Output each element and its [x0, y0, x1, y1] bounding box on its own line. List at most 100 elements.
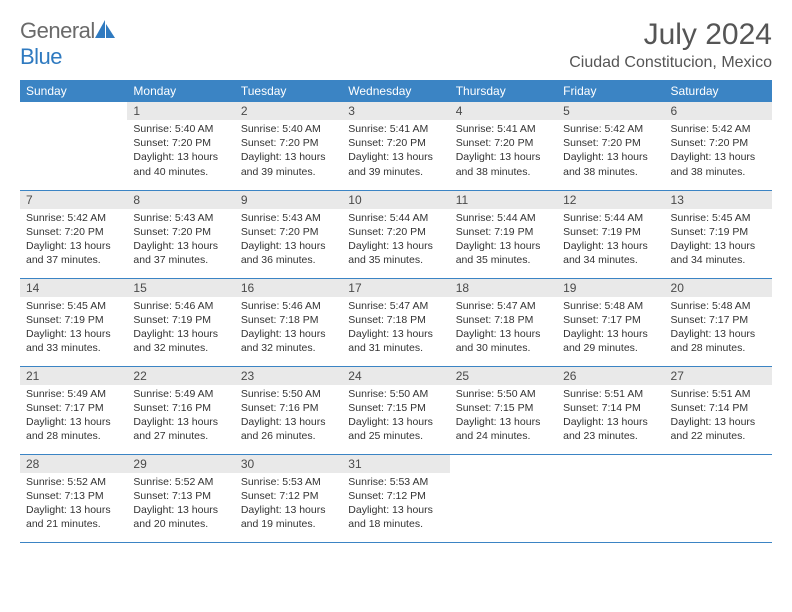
calendar-cell: 30Sunrise: 5:53 AMSunset: 7:12 PMDayligh…: [235, 454, 342, 542]
brand-part1: General: [20, 18, 95, 43]
day-info: Sunrise: 5:50 AMSunset: 7:15 PMDaylight:…: [450, 385, 557, 448]
calendar-cell: 1Sunrise: 5:40 AMSunset: 7:20 PMDaylight…: [127, 102, 234, 190]
weekday-header: Saturday: [665, 80, 772, 102]
day-info: Sunrise: 5:42 AMSunset: 7:20 PMDaylight:…: [557, 120, 664, 183]
day-number: 23: [235, 367, 342, 385]
calendar-cell: 4Sunrise: 5:41 AMSunset: 7:20 PMDaylight…: [450, 102, 557, 190]
calendar-cell: 24Sunrise: 5:50 AMSunset: 7:15 PMDayligh…: [342, 366, 449, 454]
day-number: 12: [557, 191, 664, 209]
day-info: Sunrise: 5:44 AMSunset: 7:20 PMDaylight:…: [342, 209, 449, 272]
weekday-header: Friday: [557, 80, 664, 102]
day-number: 3: [342, 102, 449, 120]
day-info: Sunrise: 5:50 AMSunset: 7:16 PMDaylight:…: [235, 385, 342, 448]
day-number: 10: [342, 191, 449, 209]
day-number: 20: [665, 279, 772, 297]
calendar-cell: 23Sunrise: 5:50 AMSunset: 7:16 PMDayligh…: [235, 366, 342, 454]
calendar-row: 14Sunrise: 5:45 AMSunset: 7:19 PMDayligh…: [20, 278, 772, 366]
calendar-page: GeneralBlue July 2024 Ciudad Constitucio…: [0, 0, 792, 561]
calendar-cell: 28Sunrise: 5:52 AMSunset: 7:13 PMDayligh…: [20, 454, 127, 542]
weekday-row: SundayMondayTuesdayWednesdayThursdayFrid…: [20, 80, 772, 102]
day-number: 25: [450, 367, 557, 385]
calendar-cell-empty: [20, 102, 127, 190]
day-number: 11: [450, 191, 557, 209]
weekday-header: Wednesday: [342, 80, 449, 102]
day-info: Sunrise: 5:46 AMSunset: 7:19 PMDaylight:…: [127, 297, 234, 360]
day-number: 22: [127, 367, 234, 385]
calendar-cell: 12Sunrise: 5:44 AMSunset: 7:19 PMDayligh…: [557, 190, 664, 278]
day-number: 17: [342, 279, 449, 297]
day-info: Sunrise: 5:51 AMSunset: 7:14 PMDaylight:…: [665, 385, 772, 448]
calendar-row: 28Sunrise: 5:52 AMSunset: 7:13 PMDayligh…: [20, 454, 772, 542]
weekday-header: Thursday: [450, 80, 557, 102]
brand-text: GeneralBlue: [20, 18, 115, 70]
day-number: 28: [20, 455, 127, 473]
calendar-row: 21Sunrise: 5:49 AMSunset: 7:17 PMDayligh…: [20, 366, 772, 454]
day-info: Sunrise: 5:49 AMSunset: 7:16 PMDaylight:…: [127, 385, 234, 448]
day-number: 2: [235, 102, 342, 120]
calendar-cell: 21Sunrise: 5:49 AMSunset: 7:17 PMDayligh…: [20, 366, 127, 454]
calendar-cell-empty: [665, 454, 772, 542]
calendar-cell: 17Sunrise: 5:47 AMSunset: 7:18 PMDayligh…: [342, 278, 449, 366]
day-info: Sunrise: 5:43 AMSunset: 7:20 PMDaylight:…: [235, 209, 342, 272]
day-info: Sunrise: 5:40 AMSunset: 7:20 PMDaylight:…: [127, 120, 234, 183]
day-number: 27: [665, 367, 772, 385]
day-info: Sunrise: 5:45 AMSunset: 7:19 PMDaylight:…: [20, 297, 127, 360]
calendar-cell: 14Sunrise: 5:45 AMSunset: 7:19 PMDayligh…: [20, 278, 127, 366]
day-info: Sunrise: 5:49 AMSunset: 7:17 PMDaylight:…: [20, 385, 127, 448]
day-number: 16: [235, 279, 342, 297]
day-number: 6: [665, 102, 772, 120]
month-title: July 2024: [569, 18, 772, 52]
day-info: Sunrise: 5:43 AMSunset: 7:20 PMDaylight:…: [127, 209, 234, 272]
calendar-cell: 16Sunrise: 5:46 AMSunset: 7:18 PMDayligh…: [235, 278, 342, 366]
calendar-cell: 20Sunrise: 5:48 AMSunset: 7:17 PMDayligh…: [665, 278, 772, 366]
calendar-cell: 15Sunrise: 5:46 AMSunset: 7:19 PMDayligh…: [127, 278, 234, 366]
calendar-cell: 11Sunrise: 5:44 AMSunset: 7:19 PMDayligh…: [450, 190, 557, 278]
location-text: Ciudad Constitucion, Mexico: [569, 54, 772, 72]
calendar-cell: 13Sunrise: 5:45 AMSunset: 7:19 PMDayligh…: [665, 190, 772, 278]
calendar-cell: 18Sunrise: 5:47 AMSunset: 7:18 PMDayligh…: [450, 278, 557, 366]
calendar-cell: 8Sunrise: 5:43 AMSunset: 7:20 PMDaylight…: [127, 190, 234, 278]
day-info: Sunrise: 5:45 AMSunset: 7:19 PMDaylight:…: [665, 209, 772, 272]
day-info: Sunrise: 5:41 AMSunset: 7:20 PMDaylight:…: [342, 120, 449, 183]
calendar-cell: 25Sunrise: 5:50 AMSunset: 7:15 PMDayligh…: [450, 366, 557, 454]
calendar-cell-empty: [450, 454, 557, 542]
day-info: Sunrise: 5:53 AMSunset: 7:12 PMDaylight:…: [235, 473, 342, 536]
day-number: 8: [127, 191, 234, 209]
calendar-body: 1Sunrise: 5:40 AMSunset: 7:20 PMDaylight…: [20, 102, 772, 542]
calendar-row: 1Sunrise: 5:40 AMSunset: 7:20 PMDaylight…: [20, 102, 772, 190]
brand-part2: Blue: [20, 44, 62, 69]
day-info: Sunrise: 5:41 AMSunset: 7:20 PMDaylight:…: [450, 120, 557, 183]
day-number: 1: [127, 102, 234, 120]
day-info: Sunrise: 5:52 AMSunset: 7:13 PMDaylight:…: [20, 473, 127, 536]
day-number: 24: [342, 367, 449, 385]
day-info: Sunrise: 5:44 AMSunset: 7:19 PMDaylight:…: [557, 209, 664, 272]
calendar-row: 7Sunrise: 5:42 AMSunset: 7:20 PMDaylight…: [20, 190, 772, 278]
day-info: Sunrise: 5:51 AMSunset: 7:14 PMDaylight:…: [557, 385, 664, 448]
day-info: Sunrise: 5:52 AMSunset: 7:13 PMDaylight:…: [127, 473, 234, 536]
calendar-cell: 5Sunrise: 5:42 AMSunset: 7:20 PMDaylight…: [557, 102, 664, 190]
day-number: 26: [557, 367, 664, 385]
calendar-cell: 26Sunrise: 5:51 AMSunset: 7:14 PMDayligh…: [557, 366, 664, 454]
day-number: 7: [20, 191, 127, 209]
calendar-cell: 2Sunrise: 5:40 AMSunset: 7:20 PMDaylight…: [235, 102, 342, 190]
calendar-cell: 31Sunrise: 5:53 AMSunset: 7:12 PMDayligh…: [342, 454, 449, 542]
calendar-cell: 29Sunrise: 5:52 AMSunset: 7:13 PMDayligh…: [127, 454, 234, 542]
day-number: 21: [20, 367, 127, 385]
day-number: 15: [127, 279, 234, 297]
calendar-cell: 10Sunrise: 5:44 AMSunset: 7:20 PMDayligh…: [342, 190, 449, 278]
calendar-cell: 3Sunrise: 5:41 AMSunset: 7:20 PMDaylight…: [342, 102, 449, 190]
day-info: Sunrise: 5:44 AMSunset: 7:19 PMDaylight:…: [450, 209, 557, 272]
day-number: 29: [127, 455, 234, 473]
day-number: 14: [20, 279, 127, 297]
day-number: 19: [557, 279, 664, 297]
brand-logo: GeneralBlue: [20, 18, 115, 70]
day-info: Sunrise: 5:46 AMSunset: 7:18 PMDaylight:…: [235, 297, 342, 360]
calendar-cell-empty: [557, 454, 664, 542]
day-info: Sunrise: 5:48 AMSunset: 7:17 PMDaylight:…: [557, 297, 664, 360]
calendar-cell: 19Sunrise: 5:48 AMSunset: 7:17 PMDayligh…: [557, 278, 664, 366]
calendar-cell: 7Sunrise: 5:42 AMSunset: 7:20 PMDaylight…: [20, 190, 127, 278]
day-info: Sunrise: 5:48 AMSunset: 7:17 PMDaylight:…: [665, 297, 772, 360]
day-info: Sunrise: 5:53 AMSunset: 7:12 PMDaylight:…: [342, 473, 449, 536]
day-info: Sunrise: 5:47 AMSunset: 7:18 PMDaylight:…: [342, 297, 449, 360]
calendar-cell: 9Sunrise: 5:43 AMSunset: 7:20 PMDaylight…: [235, 190, 342, 278]
